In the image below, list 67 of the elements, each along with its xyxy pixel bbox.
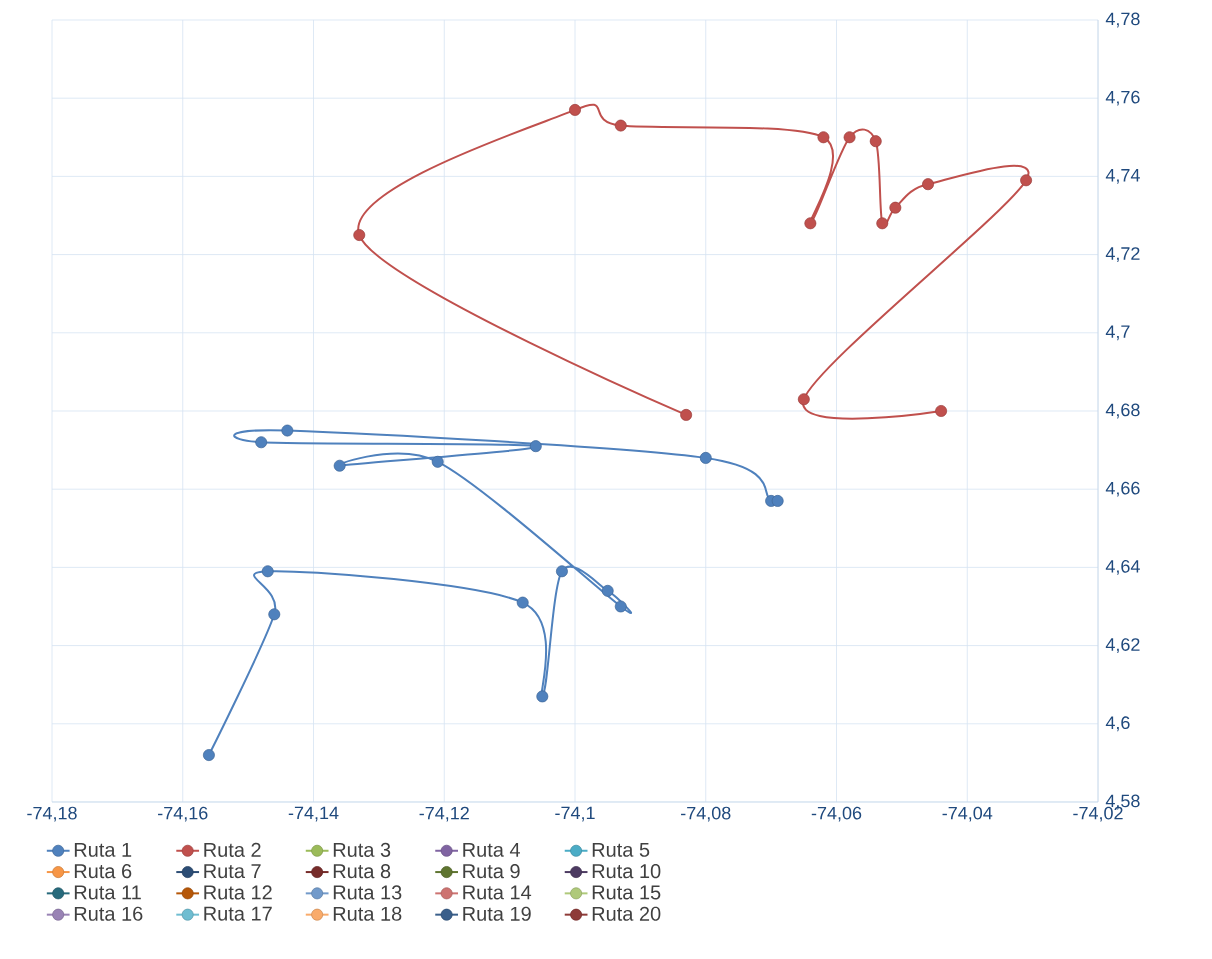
point: [569, 104, 581, 117]
point: [922, 178, 934, 191]
point: [614, 119, 627, 132]
point: [202, 749, 215, 762]
point: [680, 409, 693, 422]
x-tick-label: -74,06: [811, 806, 862, 822]
legend-label: Ruta 3: [333, 842, 391, 858]
legend-label: Ruta 12: [204, 885, 272, 900]
legend-label: Ruta 19: [463, 906, 531, 921]
legend-label: Ruta 5: [592, 843, 650, 857]
point: [804, 217, 817, 230]
legend-label: Ruta 8: [333, 864, 391, 879]
point: [601, 585, 614, 597]
legend-label: Ruta 11: [74, 885, 141, 900]
legend-label: Ruta 6: [74, 864, 132, 879]
point: [614, 600, 627, 613]
legend-label: Ruta 13: [333, 885, 402, 900]
y-tick-label: 4,68: [1105, 403, 1140, 419]
point: [333, 459, 346, 472]
legend-label: Ruta 14: [463, 885, 532, 900]
legend-label: Ruta 2: [204, 842, 261, 858]
legend-label: Ruta 7: [204, 864, 261, 879]
x-tick-label: -74,04: [942, 806, 993, 822]
point: [431, 456, 444, 468]
y-tick-label: 4,72: [1105, 247, 1140, 263]
point: [281, 424, 294, 437]
point: [268, 608, 281, 621]
legend-label: Ruta 1: [74, 843, 132, 857]
point: [699, 452, 712, 465]
point: [889, 201, 902, 214]
legend-label: Ruta 18: [333, 906, 402, 921]
y-tick-label: 4,6: [1105, 716, 1130, 732]
point: [261, 565, 274, 578]
legend-label: Ruta 9: [463, 864, 520, 879]
point: [516, 596, 529, 609]
point: [353, 229, 366, 242]
point: [935, 405, 948, 418]
y-tick-label: 4,64: [1105, 560, 1140, 575]
y-tick-label: 4,62: [1105, 638, 1140, 654]
point: [1020, 174, 1033, 187]
legend-label: Ruta 17: [204, 906, 272, 921]
point: [876, 217, 889, 230]
y-tick-label: 4,7: [1105, 325, 1130, 341]
legend-label: Ruta 16: [74, 906, 143, 921]
point: [869, 135, 882, 148]
legend-label: Ruta 4: [463, 843, 520, 857]
y-tick-label: 4,78: [1105, 12, 1140, 28]
point: [555, 565, 568, 578]
x-tick-label: -74,1: [555, 806, 595, 822]
x-tick-label: -74,18: [27, 806, 77, 822]
x-tick-label: -74,14: [288, 806, 339, 822]
point: [843, 131, 856, 144]
point: [817, 131, 830, 144]
x-tick-label: -74,16: [158, 806, 208, 822]
y-tick-label: 4,74: [1105, 169, 1140, 184]
legend-label: Ruta 15: [592, 885, 661, 900]
point: [797, 393, 810, 406]
y-tick-label: 4,76: [1105, 90, 1140, 106]
point: [529, 440, 542, 453]
y-tick-label: 4,66: [1105, 481, 1140, 497]
point: [255, 436, 268, 449]
legend-label: Ruta 10: [592, 864, 661, 879]
point: [536, 690, 549, 703]
x-tick-label: -74,08: [681, 806, 731, 822]
legend-label: Ruta 20: [592, 906, 661, 921]
point: [771, 495, 784, 508]
x-tick-label: -74,12: [419, 806, 469, 822]
